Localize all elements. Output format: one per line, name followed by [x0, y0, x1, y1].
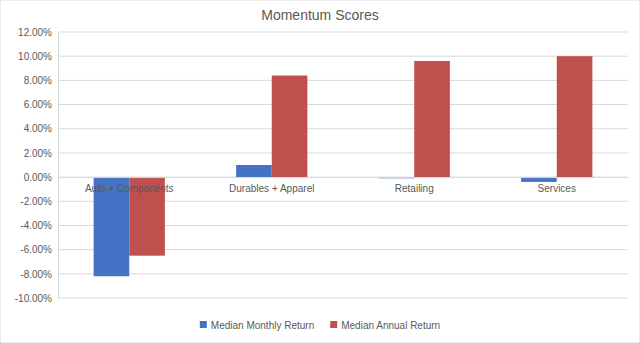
- bar: [236, 165, 272, 177]
- y-tick-label: -10.00%: [15, 293, 52, 304]
- y-tick-label: -4.00%: [20, 220, 52, 231]
- grid-line: [58, 104, 628, 105]
- x-tick: Services: [538, 177, 576, 194]
- plot: -10.00% -8.00% -6.00% -4.00% -2.00% 0.00% 2.00…: [15, 27, 629, 304]
- grid-line: [58, 152, 628, 153]
- legend-item: Median Monthly Return: [200, 320, 314, 331]
- legend-label: Median Annual Return: [341, 320, 440, 331]
- bar: [272, 76, 308, 178]
- y-tick-label: 10.00%: [18, 51, 52, 62]
- grid: [58, 32, 628, 298]
- y-tick: -4.00%: [20, 220, 58, 231]
- x-tick-label: Services: [538, 183, 576, 194]
- title: Momentum Scores: [261, 7, 378, 23]
- grid-line: [58, 32, 628, 33]
- x-tick: Auto + Components: [85, 177, 174, 194]
- x-tick-label: Auto + Components: [85, 183, 174, 194]
- legend-swatch: [200, 321, 207, 328]
- y-tick-label: -2.00%: [20, 196, 52, 207]
- y-tick-label: -6.00%: [20, 244, 52, 255]
- legend-label: Median Monthly Return: [211, 320, 314, 331]
- y-tick: 6.00%: [24, 99, 58, 110]
- y-tick-label: 4.00%: [24, 123, 52, 134]
- bars: [94, 56, 593, 276]
- y-tick: 0.00%: [24, 172, 58, 183]
- x-tick-label: Durables + Apparel: [229, 183, 314, 194]
- y-tick: -6.00%: [20, 244, 58, 255]
- y-axis: -10.00% -8.00% -6.00% -4.00% -2.00% 0.00% 2.00…: [15, 27, 59, 304]
- x-tick: Retailing: [395, 177, 434, 194]
- grid-line: [58, 273, 628, 274]
- y-tick-label: 6.00%: [24, 99, 52, 110]
- y-tick: 4.00%: [24, 123, 58, 134]
- y-tick: 8.00%: [24, 75, 58, 86]
- y-tick: -8.00%: [20, 269, 58, 280]
- grid-line: [58, 177, 628, 178]
- grid-line: [58, 128, 628, 129]
- y-tick: 10.00%: [18, 51, 58, 62]
- x-tick: Durables + Apparel: [229, 177, 314, 194]
- legend-swatch: [330, 321, 337, 328]
- y-tick-label: -8.00%: [20, 269, 52, 280]
- y-tick: 2.00%: [24, 148, 58, 159]
- legend: Median Monthly Return Median Annual Retur…: [200, 320, 440, 331]
- bar-series: [129, 56, 592, 256]
- y-axis-line: [58, 33, 59, 299]
- background: [0, 0, 640, 343]
- bar: [557, 56, 593, 177]
- y-tick-label: 2.00%: [24, 148, 52, 159]
- y-tick: -2.00%: [20, 196, 58, 207]
- chart: Momentum Scores -10.00% -8.00% -6.00% -4.00%…: [0, 0, 640, 343]
- x-axis-line: [59, 177, 629, 178]
- bar: [414, 61, 450, 177]
- y-tick-label: 0.00%: [24, 172, 52, 183]
- grid-line: [58, 298, 628, 299]
- y-tick: 12.00%: [18, 27, 58, 38]
- y-tick-label: 12.00%: [18, 27, 52, 38]
- bar-series: [94, 165, 557, 276]
- grid-line: [58, 56, 628, 57]
- x-tick-label: Retailing: [395, 183, 434, 194]
- grid-line: [58, 80, 628, 81]
- legend-item: Median Annual Return: [330, 320, 440, 331]
- y-tick-label: 8.00%: [24, 75, 52, 86]
- y-tick: -10.00%: [15, 293, 58, 304]
- x-axis: Auto + Components Durables + Apparel Retai…: [59, 177, 629, 194]
